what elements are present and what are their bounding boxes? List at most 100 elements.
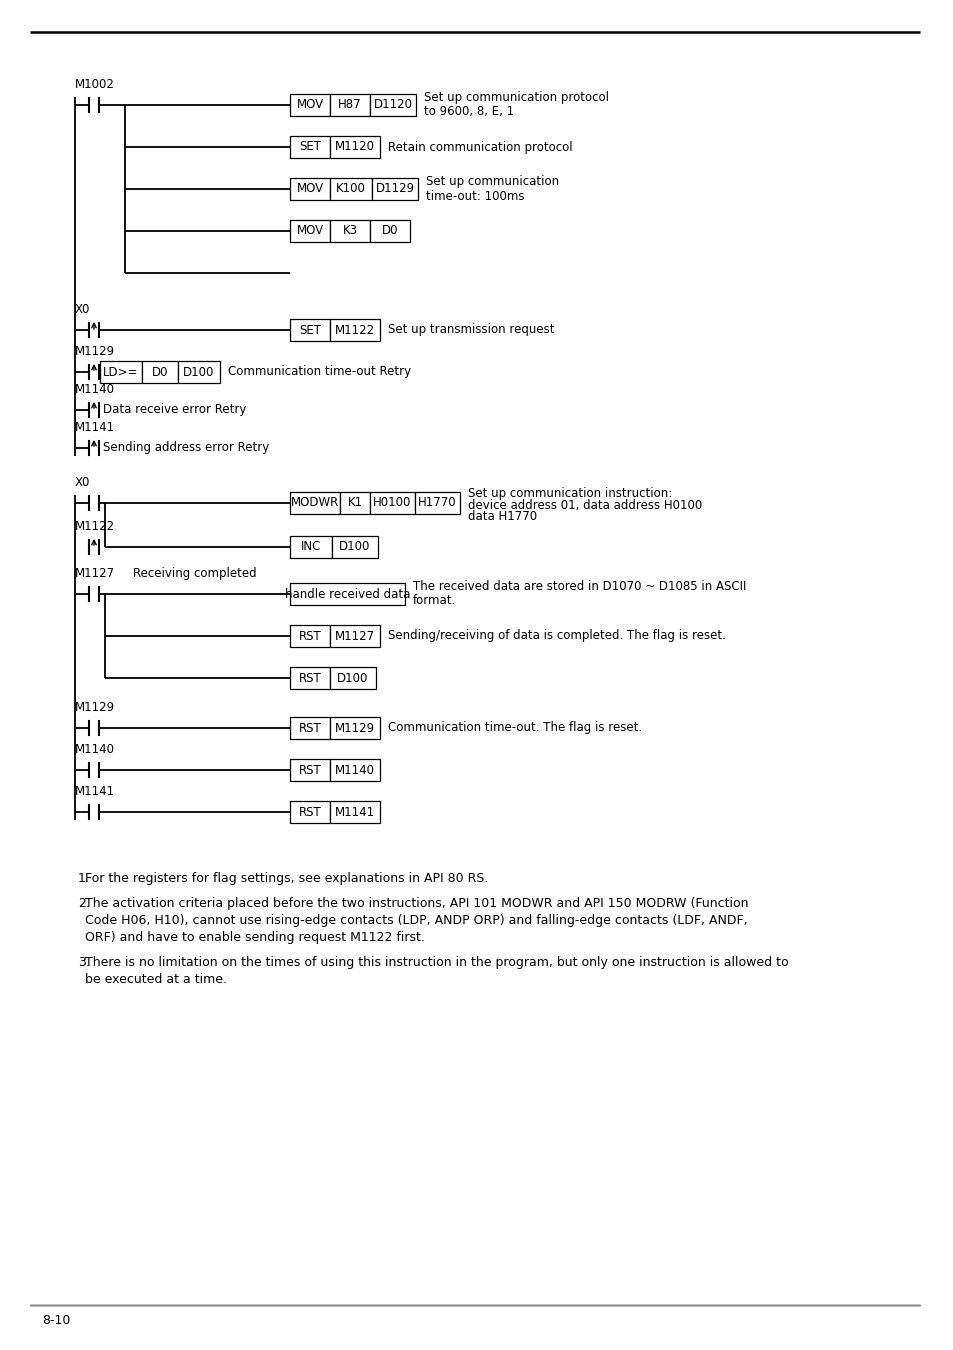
Text: RST: RST (298, 671, 321, 684)
Bar (290, 319, 330, 342)
Text: M1120: M1120 (335, 140, 375, 154)
Bar (142, 360, 178, 383)
Text: D100: D100 (337, 671, 368, 684)
Text: format.: format. (413, 594, 456, 608)
Bar (100, 360, 142, 383)
Text: time-out: 100ms: time-out: 100ms (426, 189, 524, 202)
Text: 2.: 2. (78, 896, 90, 910)
Text: ORF) and have to enable sending request M1122 first.: ORF) and have to enable sending request … (85, 931, 424, 944)
Text: D100: D100 (339, 540, 371, 553)
Bar (330, 178, 372, 200)
Text: SET: SET (298, 140, 320, 154)
Text: M1141: M1141 (75, 421, 115, 433)
Text: 3.: 3. (78, 956, 90, 969)
Text: MOV: MOV (296, 182, 323, 196)
Text: K3: K3 (342, 224, 357, 238)
Text: M1002: M1002 (75, 78, 114, 90)
Bar (370, 95, 416, 116)
Text: MOV: MOV (296, 99, 323, 112)
Text: MODWR: MODWR (291, 497, 338, 509)
Bar (370, 491, 415, 514)
Text: For the registers for flag settings, see explanations in API 80 RS.: For the registers for flag settings, see… (85, 872, 488, 886)
Text: M1141: M1141 (335, 806, 375, 818)
Text: Receiving completed: Receiving completed (132, 567, 256, 580)
Text: M1141: M1141 (75, 784, 115, 798)
Text: Retain communication protocol: Retain communication protocol (388, 140, 572, 154)
Bar (339, 491, 370, 514)
Text: X0: X0 (75, 302, 91, 316)
Text: M1122: M1122 (75, 520, 115, 533)
Bar (330, 319, 379, 342)
Text: Code H06, H10), cannot use rising-edge contacts (LDP, ANDP ORP) and falling-edge: Code H06, H10), cannot use rising-edge c… (85, 914, 747, 927)
Bar (415, 491, 459, 514)
Bar (330, 801, 379, 824)
Text: Sending/receiving of data is completed. The flag is reset.: Sending/receiving of data is completed. … (388, 629, 725, 643)
Bar (290, 625, 330, 647)
Bar (178, 360, 220, 383)
Text: D0: D0 (381, 224, 397, 238)
Text: M1140: M1140 (75, 383, 115, 396)
Text: be executed at a time.: be executed at a time. (85, 973, 227, 985)
Bar (290, 583, 405, 605)
Text: The activation criteria placed before the two instructions, API 101 MODWR and AP: The activation criteria placed before th… (85, 896, 748, 910)
Bar (330, 625, 379, 647)
Text: D0: D0 (152, 366, 168, 378)
Text: K100: K100 (335, 182, 366, 196)
Text: H1770: H1770 (417, 497, 456, 509)
Text: data H1770: data H1770 (468, 509, 537, 522)
Text: Communication time-out Retry: Communication time-out Retry (228, 366, 411, 378)
Text: M1127: M1127 (335, 629, 375, 643)
Bar (370, 220, 410, 242)
Bar (290, 536, 332, 558)
Bar (330, 759, 379, 782)
Bar (290, 95, 330, 116)
Text: RST: RST (298, 629, 321, 643)
Text: M1127: M1127 (75, 567, 115, 580)
Text: M1140: M1140 (75, 743, 115, 756)
Bar (330, 717, 379, 738)
Text: Data receive error Retry: Data receive error Retry (103, 404, 246, 417)
Text: There is no limitation on the times of using this instruction in the program, bu: There is no limitation on the times of u… (85, 956, 788, 969)
Bar (372, 178, 417, 200)
Bar (290, 801, 330, 824)
Text: M1122: M1122 (335, 324, 375, 336)
Text: D100: D100 (183, 366, 214, 378)
Bar (290, 491, 339, 514)
Text: M1129: M1129 (75, 346, 115, 358)
Text: to 9600, 8, E, 1: to 9600, 8, E, 1 (423, 105, 514, 119)
Text: INC: INC (300, 540, 321, 553)
Text: The received data are stored in D1070 ~ D1085 in ASCII: The received data are stored in D1070 ~ … (413, 580, 745, 594)
Bar (330, 95, 370, 116)
Text: H87: H87 (337, 99, 361, 112)
Bar (290, 220, 330, 242)
Text: LD>=: LD>= (103, 366, 138, 378)
Text: RST: RST (298, 721, 321, 734)
Text: MOV: MOV (296, 224, 323, 238)
Bar (330, 667, 375, 688)
Bar (290, 717, 330, 738)
Text: Set up communication instruction:: Set up communication instruction: (468, 487, 672, 501)
Text: 8-10: 8-10 (42, 1314, 71, 1327)
Text: 1.: 1. (78, 872, 90, 886)
Text: Set up communication: Set up communication (426, 176, 558, 189)
Text: D1129: D1129 (375, 182, 415, 196)
Text: Sending address error Retry: Sending address error Retry (103, 441, 269, 455)
Bar (330, 136, 379, 158)
Text: Communication time-out. The flag is reset.: Communication time-out. The flag is rese… (388, 721, 641, 734)
Text: RST: RST (298, 806, 321, 818)
Bar (332, 536, 377, 558)
Text: Set up transmission request: Set up transmission request (388, 324, 554, 336)
Text: M1129: M1129 (335, 721, 375, 734)
Bar (330, 220, 370, 242)
Text: M1129: M1129 (75, 701, 115, 714)
Text: RST: RST (298, 764, 321, 776)
Text: SET: SET (298, 324, 320, 336)
Bar (290, 667, 330, 688)
Bar (290, 178, 330, 200)
Text: K1: K1 (347, 497, 362, 509)
Text: device address 01, data address H0100: device address 01, data address H0100 (468, 498, 701, 512)
Text: handle received data: handle received data (285, 587, 410, 601)
Text: M1140: M1140 (335, 764, 375, 776)
Text: H0100: H0100 (373, 497, 412, 509)
Text: D1120: D1120 (374, 99, 412, 112)
